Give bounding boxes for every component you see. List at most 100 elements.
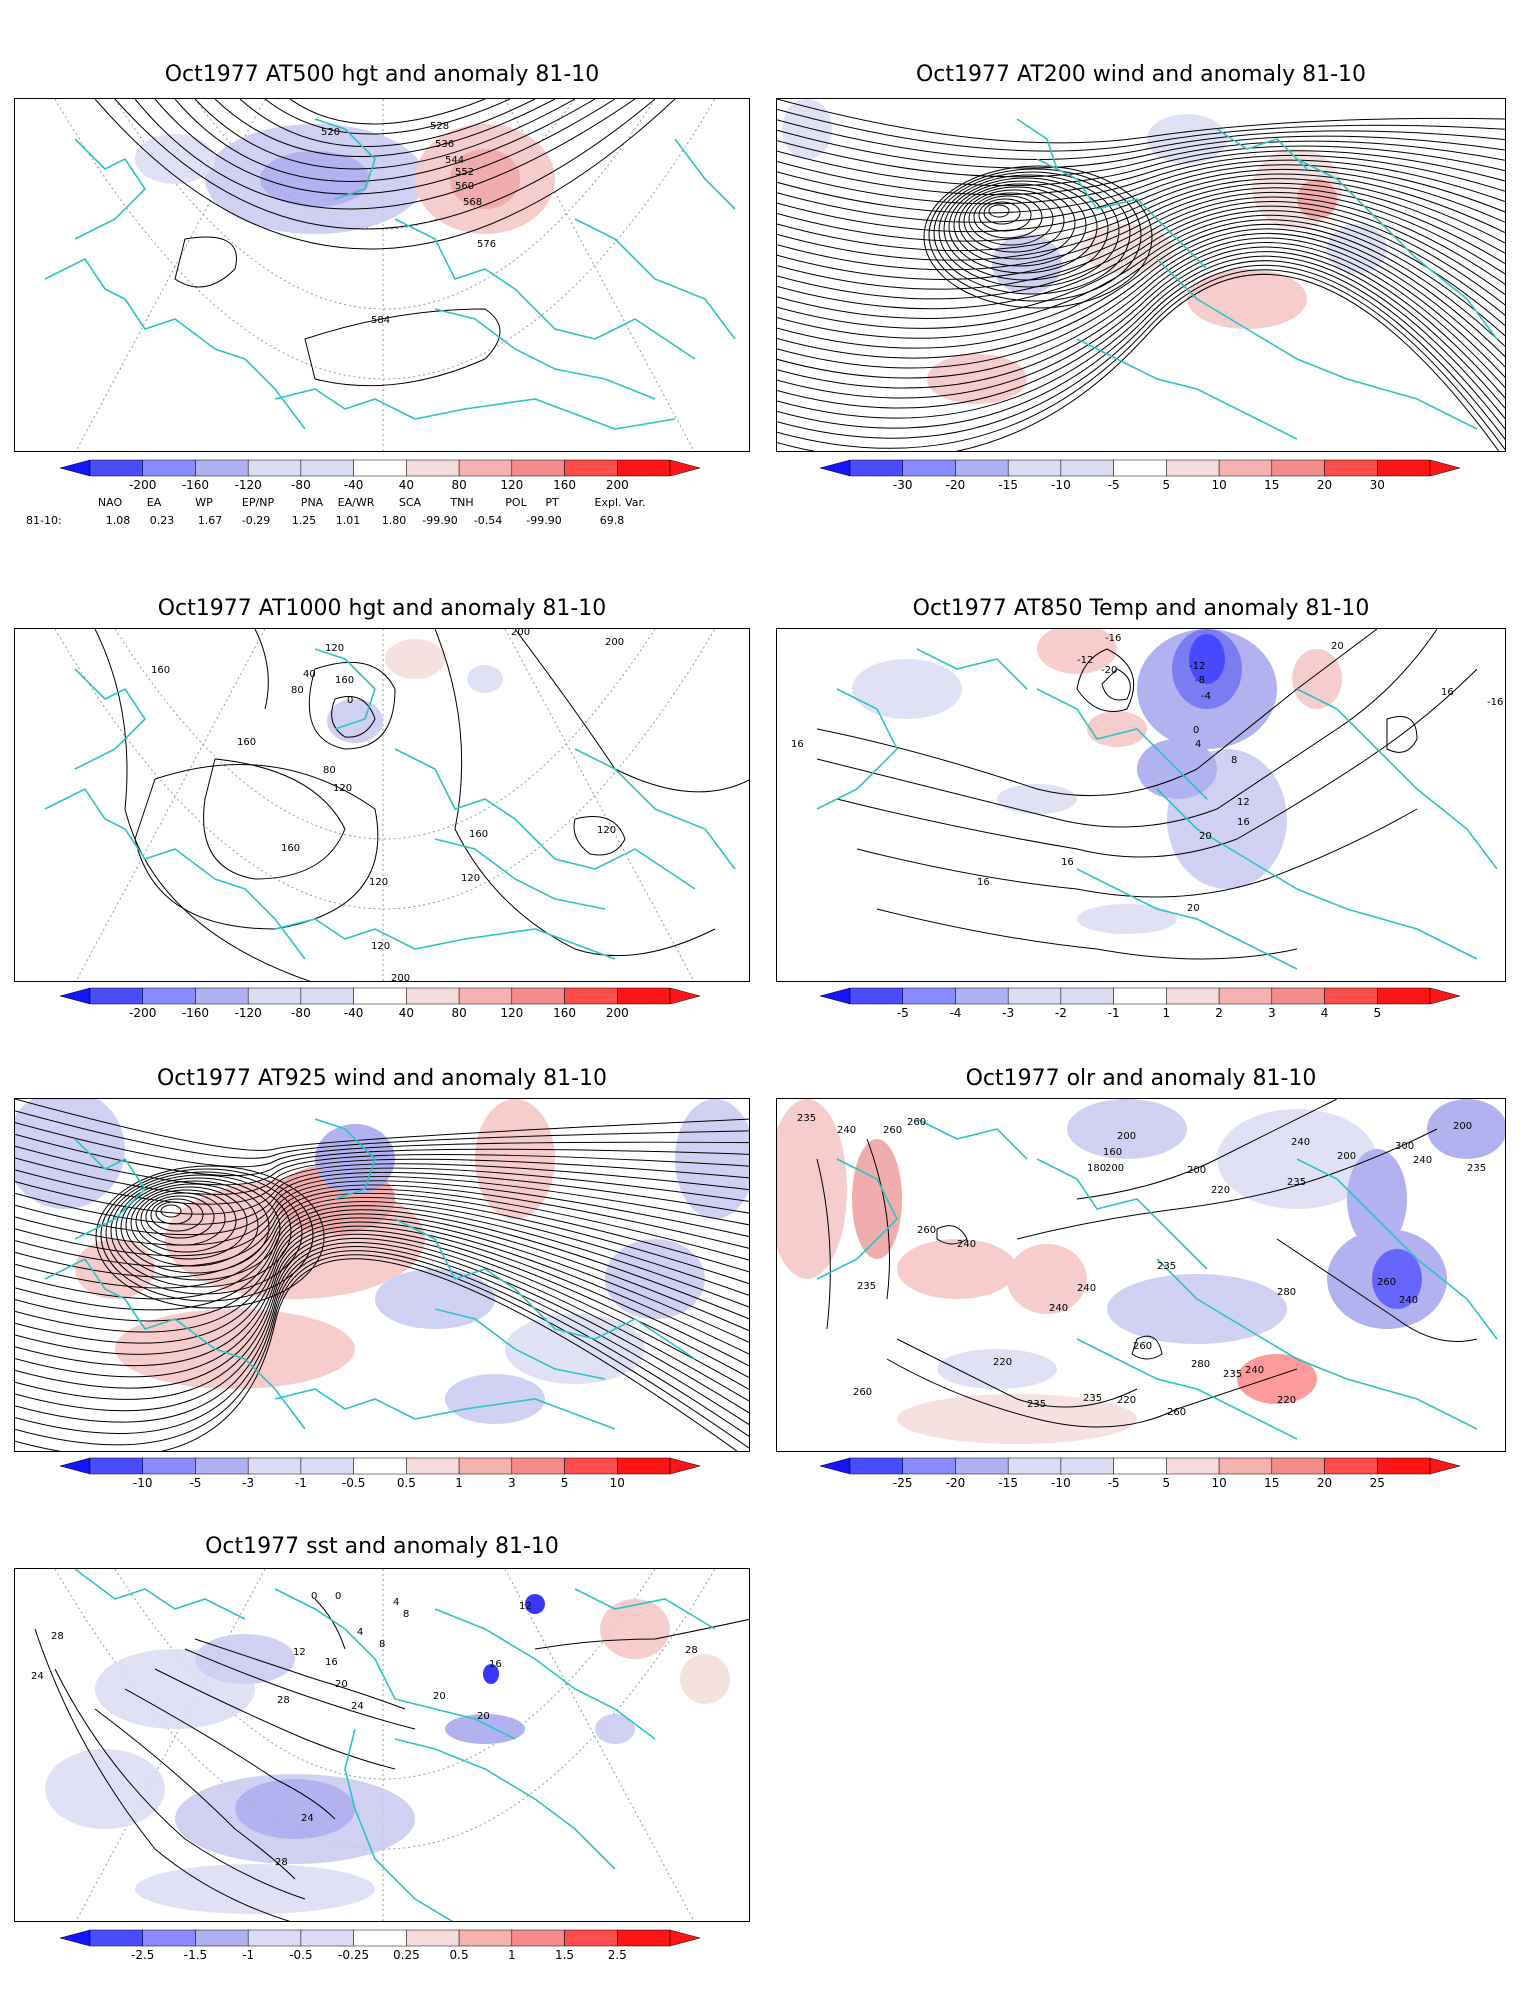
colorbar-min-arrow [59,459,91,477]
colorbar-tick-label: 20 [1316,1476,1333,1490]
anomaly-shading [327,639,503,743]
contour-label: 80 [291,685,304,696]
streamline [15,1196,749,1289]
index-header: POL [505,496,527,509]
contour-label: 240 [1245,1365,1264,1376]
streamline [777,237,1505,379]
colorbar-tick-label: -1 [242,1948,255,1962]
colorbar-ticks-p6: -25 -20 -15 -10 -5 5 10 15 20 25 [820,1476,1460,1492]
contour-label: -4 [1201,691,1211,702]
index-header: Expl. Var. [594,496,646,509]
colorbar-swatch [353,1457,407,1475]
streamline-vortex [978,198,1032,232]
panel-title-p2: Oct1977 AT200 wind and anomaly 81-10 [915,62,1367,87]
colorbar-swatch [406,459,460,477]
map-p6-svg: 235 240 260 260 200 160 180 200 200 220 … [777,1099,1505,1444]
contour-label: 20 [1331,641,1344,652]
anomaly-shading [852,629,1342,934]
map-p7: 0 0 4 8 4 8 12 16 20 24 28 28 24 28 20 1… [14,1568,750,1922]
colorbar-tick-label: -5 [1107,1476,1120,1490]
streamline [15,1133,749,1177]
contour-label: 120 [371,941,390,952]
colorbar-tick-label: 10 [609,1476,625,1490]
colorbar-ticks-p2: -30 -20 -15 -10 -5 5 10 15 20 30 [820,478,1460,494]
contour-label: 560 [455,181,474,192]
colorbar-tick-label: -2.5 [131,1948,155,1962]
anomaly-shading [45,1594,730,1914]
contour-label: 12 [1237,797,1250,808]
colorbar-swatch [1271,459,1325,477]
map-p4: -16 -12 -20 -12 -8 -4 0 4 8 12 16 20 16 … [776,628,1506,982]
colorbar-tick-label: 40 [398,478,414,492]
contour-label: 4 [393,1597,399,1608]
colorbar-swatch [511,1929,565,1947]
streamline [777,140,1505,178]
contour-label: 0 [335,1591,341,1602]
colorbar-swatch [142,987,196,1005]
contour-label: 120 [597,825,616,836]
contour-label: -20 [1101,665,1117,676]
colorbar-tick-label: 5 [1373,1006,1382,1020]
contour-label: 220 [1211,1185,1230,1196]
colorbar-tick-label: -0.5 [341,1476,366,1490]
colorbar-tick-label: 2.5 [607,1948,627,1962]
colorbar-tick-label: 1 [1162,1006,1171,1020]
colorbar-tick-label: 160 [553,1006,576,1020]
index-value: 1.67 [197,514,223,527]
colorbar-tick-label: -20 [945,1476,966,1490]
colorbar-tick-label: 5 [1162,1476,1171,1490]
colorbar-swatch [1324,1457,1378,1475]
colorbar-tick-label: -10 [1051,1476,1071,1490]
streamline [777,108,1505,152]
contour-labels: 0 0 4 8 4 8 12 16 20 24 28 28 24 28 20 1… [31,1591,698,1868]
colorbar-tick-label: 0.25 [393,1948,420,1962]
streamline [777,273,1500,451]
colorbar-swatch [406,987,460,1005]
colorbar-swatch [1218,459,1273,477]
contour-label: 235 [1083,1393,1102,1404]
contour-label: 120 [461,873,480,884]
colorbar-swatch [849,459,903,477]
streamline [777,219,1505,339]
colorbar-swatch [1007,987,1062,1005]
contour-label: 8 [403,1609,409,1620]
colorbar-swatch [458,459,513,477]
map-p5-svg [15,1099,749,1451]
contour-label: 12 [519,1601,532,1612]
streamline [15,1209,749,1322]
index-row-label: 81-10: [26,514,62,527]
streamline-vortex [120,1180,270,1274]
colorbar-tick-label: -5 [1107,478,1120,492]
panel-title-p6: Oct1977 olr and anomaly 81-10 [965,1066,1317,1091]
map-p7-svg: 0 0 4 8 4 8 12 16 20 24 28 28 24 28 20 1… [31,1569,749,1921]
contour-label: 200 [605,637,624,648]
streamline-vortex [125,1183,259,1267]
colorbar-tick-label: -0.5 [289,1948,313,1962]
streamline [777,119,1505,160]
colorbar-swatch [1324,987,1378,1005]
contour-label: 4 [1195,739,1201,750]
anomaly-shading [777,1099,1505,1444]
streamline [15,1246,749,1426]
teleconnection-index-table: NAO EA WP EP/NP PNA EA/WR SCA TNH POL PT… [26,496,726,530]
colorbar-swatch [353,987,407,1005]
streamline-vortex [135,1189,237,1253]
streamline [777,168,1505,233]
contour-label: 200 [1187,1165,1206,1176]
streamline-vortex [145,1195,215,1239]
streamline-vortex [953,183,1087,267]
contour-label: 20 [335,1679,348,1690]
streamline [777,159,1505,214]
streamline-vortex [968,192,1054,246]
colorbar-ticks-p1: -200 -160 -120 -80 -40 40 80 120 160 200 [60,478,700,494]
contour-label: -12 [1077,655,1093,666]
contour-label: 260 [1167,1407,1186,1418]
streamline [15,1237,749,1402]
colorbar-swatch [1166,459,1220,477]
colorbar-swatch [617,1929,671,1947]
contour-label: 200 [391,973,410,982]
colorbar-ticks-p5: -10 -5 -3 -1 -0.5 0.5 1 3 5 10 [60,1476,700,1492]
colorbar-swatch [955,1457,1009,1475]
contour-label: 235 [1027,1399,1046,1410]
colorbar-tick-label: -160 [181,478,210,492]
